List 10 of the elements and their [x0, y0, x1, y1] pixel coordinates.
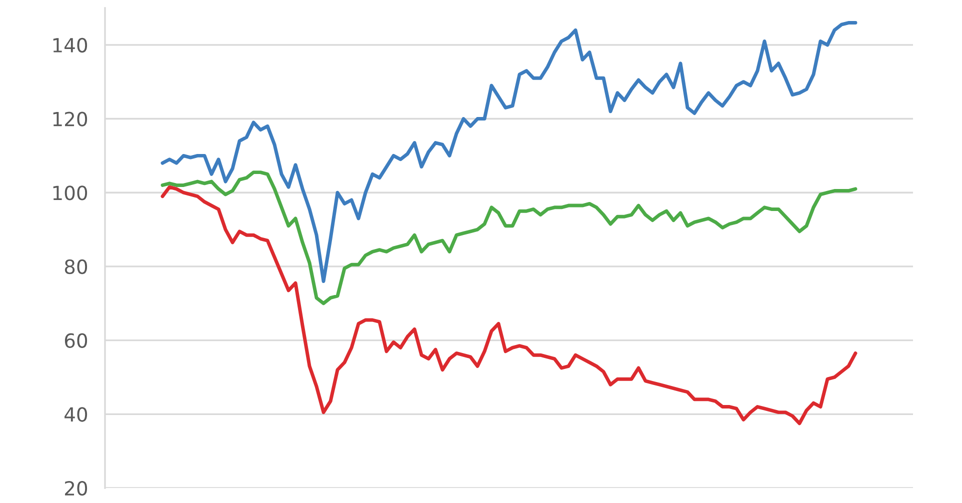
line-series [160, 170, 858, 306]
y-tick-label: 120 [53, 112, 88, 126]
y-tick-label: 20 [65, 480, 88, 496]
line-series [160, 185, 858, 426]
y-tick-label: 100 [53, 186, 88, 200]
y-tick-label: 40 [64, 407, 88, 422]
line-series [160, 21, 858, 283]
y-tick-label: 140 [53, 38, 88, 53]
y-tick-label: 60 [64, 333, 88, 348]
y-tick-label: 80 [64, 259, 88, 274]
